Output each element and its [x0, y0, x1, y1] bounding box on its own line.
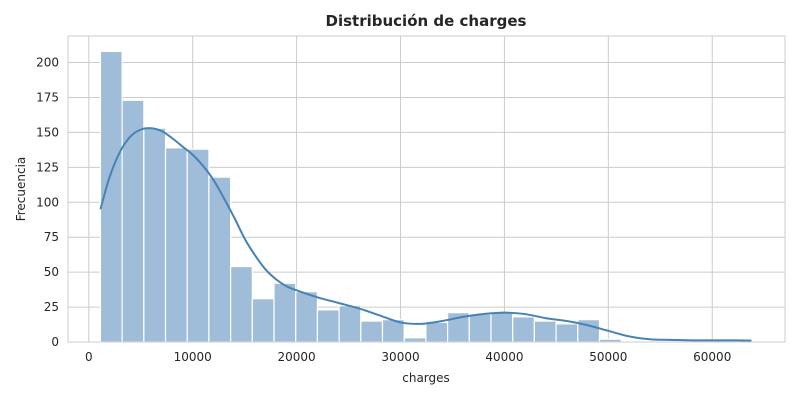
x-tick-label: 20000 — [278, 350, 316, 364]
y-axis-label: Frecuencia — [14, 157, 28, 222]
x-tick-label: 40000 — [485, 350, 523, 364]
histogram-bar — [143, 127, 167, 343]
histogram-bar — [403, 337, 427, 343]
histogram-bar — [230, 265, 253, 343]
x-tick-label: 0 — [85, 350, 93, 364]
y-tick-label: 75 — [44, 230, 59, 244]
histogram-bar — [208, 176, 232, 343]
y-tick-label: 25 — [44, 300, 59, 314]
histogram-bar — [121, 99, 145, 343]
y-tick-labels: 0 25 50 75 100 125 150 175 200 — [36, 56, 59, 349]
histogram-bar — [186, 148, 210, 343]
x-tick-labels: 0 10000 20000 30000 40000 50000 60000 — [85, 350, 731, 364]
plot-frame — [67, 35, 786, 343]
kde-curve — [99, 127, 752, 342]
x-tick-label: 50000 — [589, 350, 627, 364]
y-tick-label: 100 — [36, 195, 59, 209]
chart-title: Distribución de charges — [326, 12, 527, 30]
y-tick-label: 200 — [36, 56, 59, 70]
histogram-bar — [533, 320, 557, 343]
histogram-bars — [99, 50, 753, 343]
x-tick-label: 30000 — [381, 350, 419, 364]
x-tick-label: 10000 — [174, 350, 212, 364]
histogram-bar — [468, 313, 492, 343]
histogram-bar — [555, 323, 579, 343]
histogram-bar — [316, 309, 340, 343]
y-tick-label: 0 — [51, 335, 59, 349]
histogram-bar — [295, 291, 319, 343]
histogram-bar — [512, 316, 535, 343]
x-tick-label: 60000 — [693, 350, 731, 364]
histogram-bar — [425, 321, 449, 343]
histogram-bar — [164, 147, 188, 343]
x-axis-label: charges — [402, 371, 450, 385]
histogram-bar — [360, 320, 384, 343]
histogram-bar — [490, 312, 514, 343]
histogram-bar — [273, 282, 297, 343]
y-tick-label: 150 — [36, 125, 59, 139]
y-tick-label: 50 — [44, 265, 59, 279]
histogram-bar — [251, 298, 275, 343]
y-tick-label: 175 — [36, 90, 59, 104]
histogram-bar — [338, 305, 362, 343]
y-tick-label: 125 — [36, 160, 59, 174]
